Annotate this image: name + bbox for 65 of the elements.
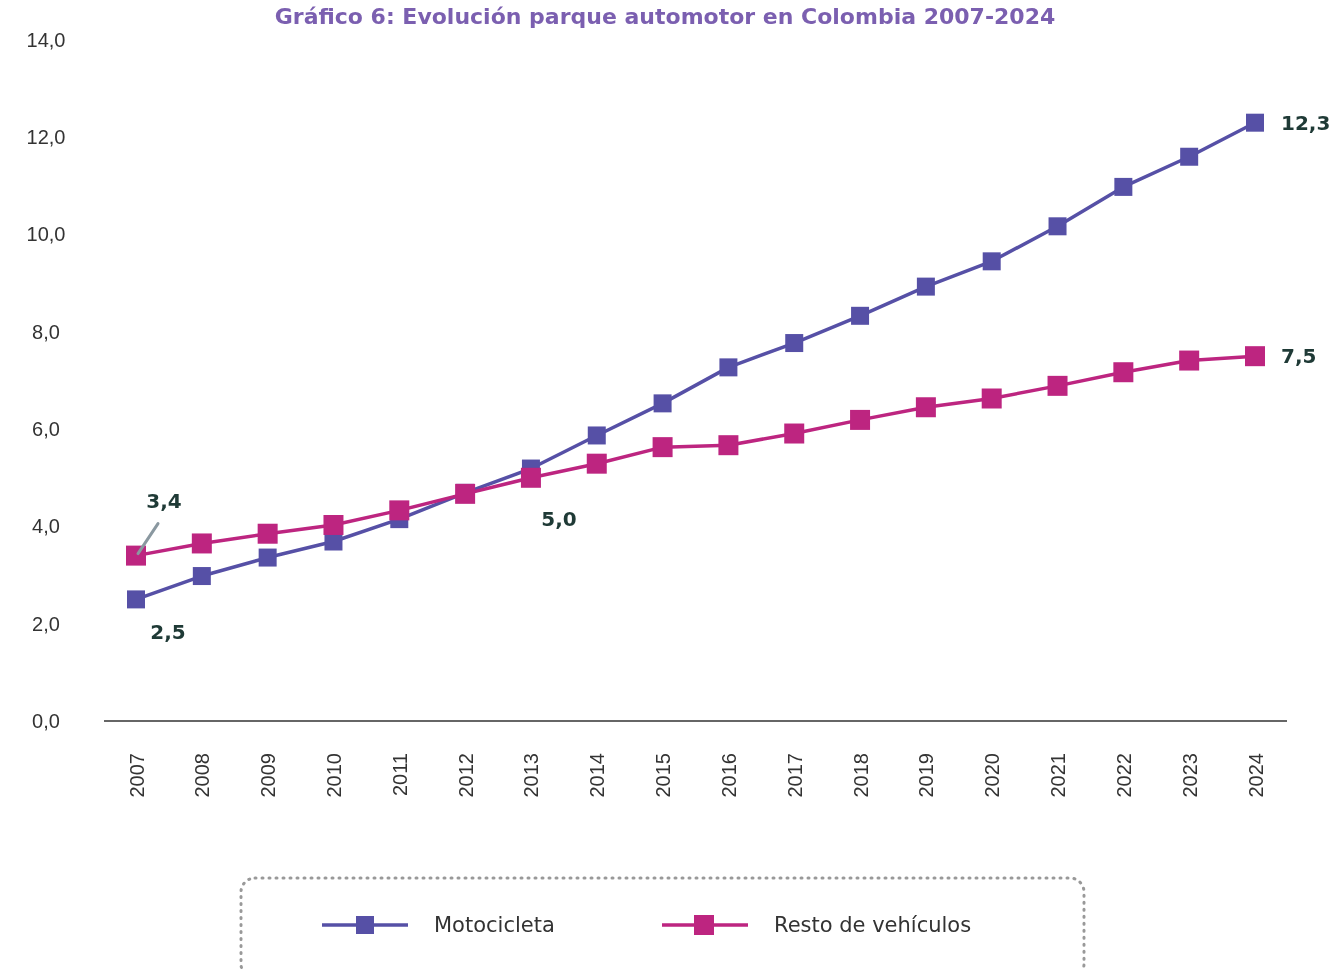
x-tick-label: 2019 bbox=[915, 753, 938, 798]
point bbox=[127, 590, 145, 609]
y-tick-label: 12,0 bbox=[26, 126, 66, 149]
point bbox=[1047, 375, 1068, 396]
point bbox=[257, 523, 278, 544]
x-tick-label: 2020 bbox=[981, 753, 1004, 798]
point bbox=[916, 277, 935, 296]
point bbox=[192, 567, 211, 586]
point bbox=[784, 423, 805, 444]
point bbox=[586, 453, 607, 474]
point bbox=[323, 514, 344, 535]
y-tick-label: 4,0 bbox=[32, 515, 60, 538]
y-tick-label: 10,0 bbox=[26, 223, 66, 246]
point bbox=[1113, 362, 1134, 383]
point bbox=[191, 533, 212, 554]
point bbox=[1179, 350, 1200, 371]
x-tick-label: 2015 bbox=[652, 753, 675, 798]
x-tick-label: 2009 bbox=[257, 753, 280, 798]
x-tick-label: 2022 bbox=[1112, 753, 1135, 798]
x-tick-label: 2010 bbox=[322, 753, 345, 798]
point bbox=[718, 435, 739, 456]
x-tick-label: 2017 bbox=[783, 753, 806, 798]
point bbox=[851, 306, 870, 325]
x-tick-label: 2012 bbox=[454, 753, 477, 798]
point bbox=[1114, 177, 1133, 196]
point bbox=[719, 358, 738, 377]
point bbox=[389, 500, 410, 521]
data-label: 7,5 bbox=[1281, 344, 1317, 369]
x-tick-label: 2014 bbox=[586, 753, 609, 798]
point bbox=[258, 548, 277, 567]
x-tick-label: 2007 bbox=[125, 753, 148, 798]
point bbox=[520, 467, 541, 488]
point bbox=[652, 437, 673, 458]
legend-label: Motocicleta bbox=[434, 913, 555, 937]
data-label: 2,5 bbox=[150, 620, 186, 645]
point bbox=[126, 545, 146, 566]
point bbox=[587, 426, 606, 445]
x-tick-label: 2021 bbox=[1047, 753, 1070, 798]
point bbox=[1180, 147, 1199, 166]
x-tick-label: 2008 bbox=[191, 753, 214, 798]
y-tick-label: 0,0 bbox=[32, 709, 60, 732]
point bbox=[1246, 113, 1264, 132]
data-label: 3,4 bbox=[146, 488, 182, 513]
x-tick-label: 2023 bbox=[1178, 753, 1201, 798]
point bbox=[1245, 346, 1265, 367]
point bbox=[915, 397, 936, 418]
point bbox=[653, 394, 672, 413]
x-tick-label: 2011 bbox=[388, 753, 411, 797]
data-label: 5,0 bbox=[541, 506, 577, 531]
point bbox=[785, 334, 804, 353]
x-tick-label: 2024 bbox=[1244, 753, 1267, 798]
point bbox=[981, 388, 1002, 409]
point bbox=[1048, 217, 1067, 236]
point bbox=[850, 409, 871, 430]
x-tick-label: 2018 bbox=[849, 753, 872, 798]
y-tick-label: 8,0 bbox=[32, 320, 60, 343]
data-label: 12,3 bbox=[1281, 110, 1330, 135]
point bbox=[982, 252, 1001, 271]
x-tick-label: 2016 bbox=[717, 753, 740, 798]
y-tick-label: 6,0 bbox=[32, 418, 60, 441]
y-tick-label: 14,0 bbox=[26, 28, 66, 51]
chart-title: Gráfico 6: Evolución parque automotor en Colombia 2007-2024 bbox=[274, 4, 1056, 29]
legend-label: Resto de vehículos bbox=[774, 913, 972, 937]
x-tick-label: 2013 bbox=[520, 753, 543, 798]
y-tick-label: 2,0 bbox=[32, 612, 60, 635]
